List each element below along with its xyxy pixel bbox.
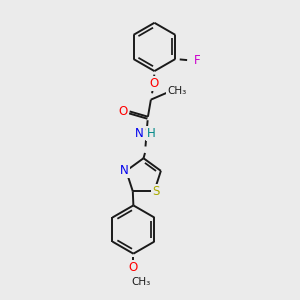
Text: H: H (146, 127, 155, 140)
Text: N: N (135, 127, 143, 140)
Text: O: O (129, 261, 138, 274)
Text: CH₃: CH₃ (131, 277, 150, 287)
Text: N: N (120, 164, 129, 177)
Text: O: O (118, 105, 128, 118)
Text: F: F (194, 54, 200, 67)
Text: S: S (152, 185, 159, 198)
Text: CH₃: CH₃ (167, 86, 186, 96)
Text: O: O (149, 77, 158, 90)
